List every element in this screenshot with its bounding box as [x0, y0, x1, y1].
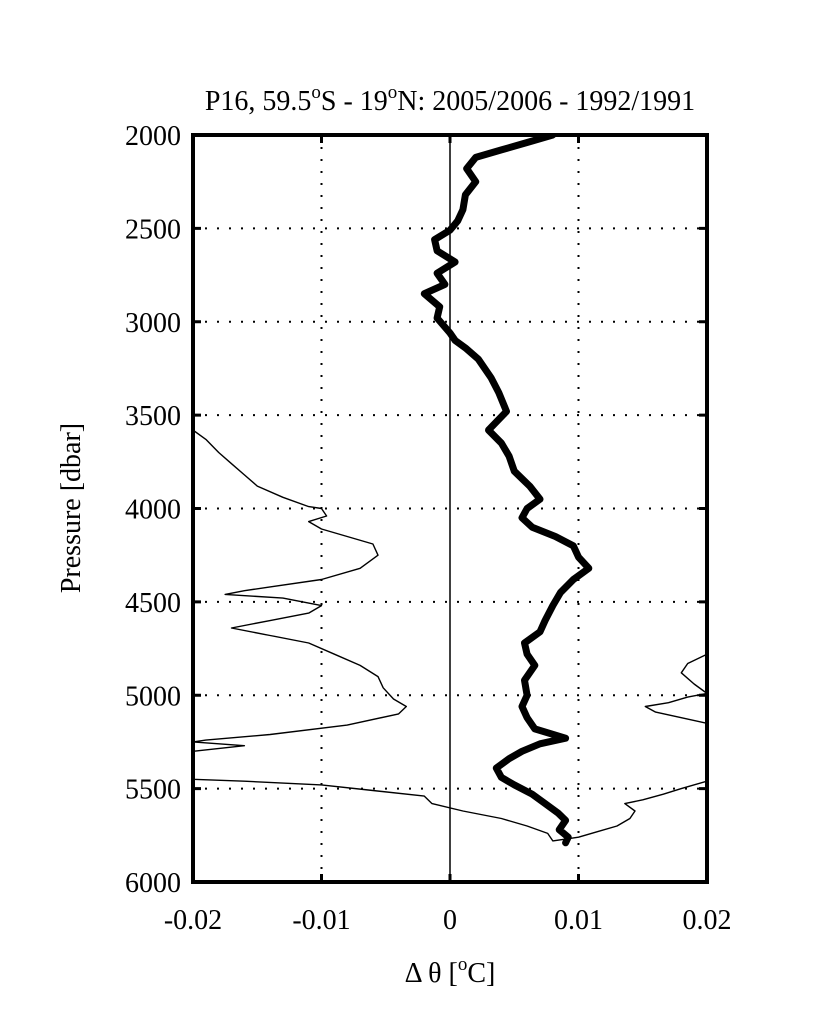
y-tick-label: 2000 — [125, 121, 181, 152]
x-tick-label: -0.01 — [292, 905, 350, 936]
series-line-thin-1 — [193, 429, 707, 842]
x-tick-label: 0.01 — [554, 905, 603, 936]
chart-title: P16, 59.5oS - 19oN: 2005/2006 - 1992/199… — [205, 82, 695, 117]
x-tick-labels: -0.02 -0.01 0 0.01 0.02 — [164, 905, 732, 936]
y-tick-labels: 2000 2500 3000 3500 4000 4500 5000 5500 6000 — [125, 121, 181, 899]
x-tick-label: -0.02 — [164, 905, 222, 936]
y-tick-label: 4000 — [125, 495, 181, 526]
x-tick-label: 0 — [443, 905, 457, 936]
y-tick-label: 3500 — [125, 401, 181, 432]
series-line-thin-2 — [644, 653, 707, 724]
y-tick-label: 4500 — [125, 588, 181, 619]
y-tick-label: 6000 — [125, 868, 181, 899]
y-tick-label: 3000 — [125, 308, 181, 339]
series-line-thick — [420, 135, 593, 847]
x-axis-label: Δ θ [oC] — [405, 954, 496, 989]
data-lines — [193, 135, 707, 847]
y-axis-label: Pressure [dbar] — [56, 423, 87, 593]
y-tick-label: 5000 — [125, 681, 181, 712]
y-tick-label: 5500 — [125, 775, 181, 806]
tick-marks — [191, 133, 709, 884]
y-tick-label: 2500 — [125, 214, 181, 245]
x-tick-label: 0.02 — [683, 905, 732, 936]
